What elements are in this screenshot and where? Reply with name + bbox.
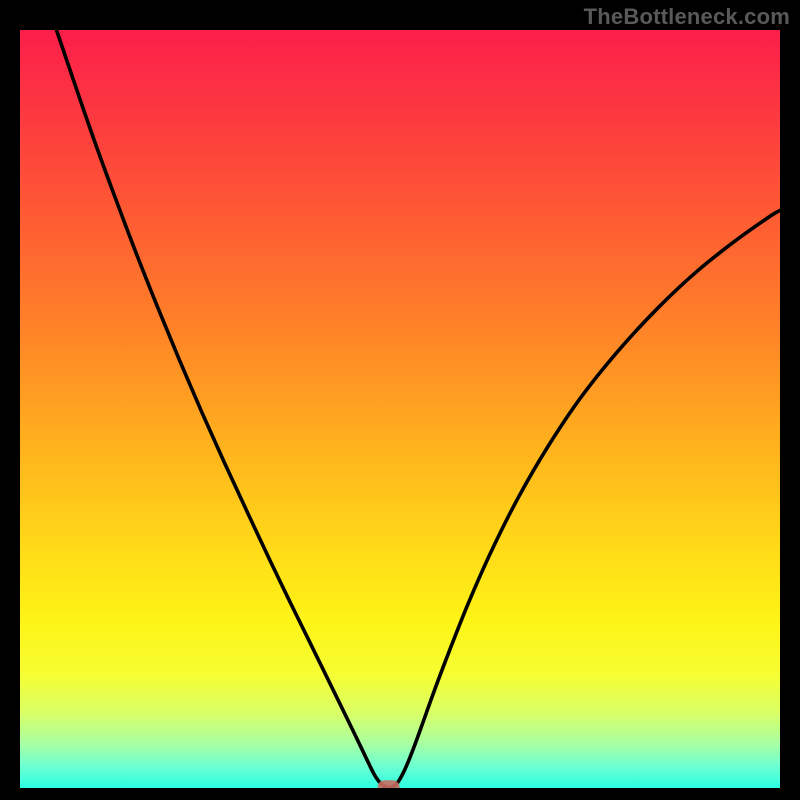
bottleneck-chart <box>0 0 800 800</box>
optimal-point-marker <box>378 780 400 794</box>
chart-plot-area <box>20 30 780 788</box>
watermark-text: TheBottleneck.com <box>584 4 790 30</box>
